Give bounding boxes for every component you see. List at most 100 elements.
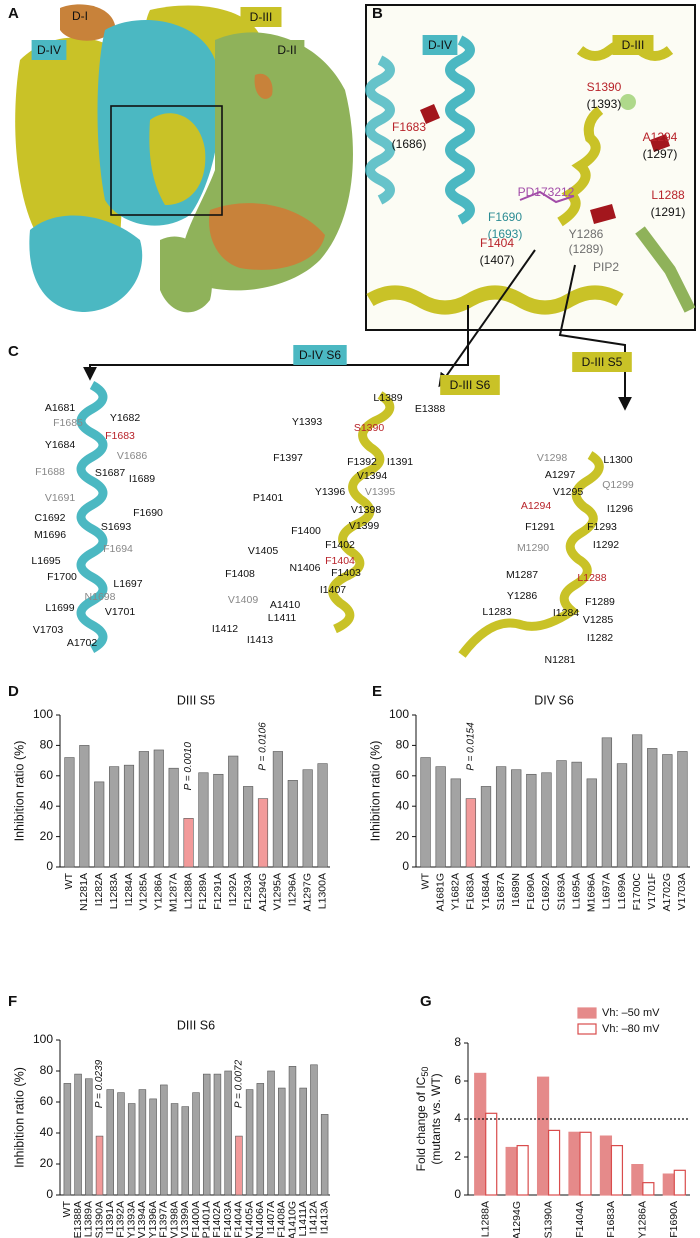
bar (601, 737, 613, 868)
y-axis-label: (mutants vs. WT) (429, 1073, 443, 1164)
x-tick-label: A1294G (511, 1201, 523, 1238)
y-tick-label: 6 (454, 1073, 461, 1087)
bar (224, 1070, 232, 1196)
x-tick-label: Y1286A (637, 1201, 649, 1238)
bar (673, 1169, 686, 1196)
residue-label: (1686) (392, 137, 427, 151)
x-tick-label: Y1286A (153, 873, 165, 910)
chart-title: DIV S6 (534, 693, 574, 707)
helix-title: D-IV S6 (299, 348, 341, 362)
residue-label: (1693) (488, 227, 523, 241)
x-tick-label: C1692A (540, 873, 552, 911)
x-tick-label: F1690A (668, 1201, 680, 1238)
y-tick-label: 20 (40, 1156, 54, 1170)
x-tick-label: A1702G (661, 873, 673, 912)
bar (235, 1135, 243, 1196)
residue-label: A1297 (545, 469, 576, 481)
bar (213, 773, 224, 868)
x-tick-label: F1289A (197, 873, 209, 910)
bar (547, 1129, 561, 1196)
bar (106, 1089, 114, 1196)
domain-label: D-I (72, 9, 88, 23)
residue-label: V1686 (117, 450, 148, 462)
panel-letter: D (8, 683, 19, 700)
domain-label-box (612, 35, 654, 55)
bar (123, 764, 135, 868)
x-tick-label: S1390A (93, 1201, 105, 1238)
x-tick-label: S1687A (495, 873, 507, 910)
bar (480, 786, 492, 868)
y-tick-label: 80 (40, 1063, 54, 1077)
residue-label: F1293 (587, 521, 617, 533)
bar (243, 786, 254, 868)
residue-label: PIP2 (593, 260, 619, 274)
residue-label: V1395 (365, 486, 396, 498)
x-tick-label: F1397A (158, 1201, 170, 1238)
bar (202, 1073, 211, 1196)
bar (64, 757, 75, 868)
x-tick-label: L1288A (182, 873, 194, 909)
y-tick-label: 8 (454, 1035, 461, 1049)
bar (117, 1092, 125, 1196)
residue-label: L1695 (31, 555, 60, 567)
residue-label: F1400 (291, 525, 321, 537)
residue-label: I1689 (129, 473, 155, 485)
x-tick-label: F1402A (211, 1201, 223, 1238)
p-value: P = 0.0239 (94, 1059, 105, 1108)
x-tick-label: V1399A (179, 1201, 191, 1238)
bar (198, 772, 209, 868)
residue-label: V1285 (583, 614, 614, 626)
domain-label-box (31, 40, 67, 60)
legend-label: Vh: –50 mV (602, 1007, 660, 1019)
x-tick-label: I1689N (510, 873, 522, 907)
y-tick-label: 0 (46, 859, 53, 873)
bar (192, 1092, 200, 1196)
bar (642, 1182, 655, 1196)
residue-label: L1699 (45, 602, 74, 614)
x-tick-label: F1683A (465, 873, 477, 910)
bar (79, 745, 90, 868)
y-tick-label: 2 (454, 1149, 461, 1163)
bar (474, 1072, 487, 1196)
legend-swatch (577, 1023, 597, 1035)
x-tick-label: F1293A (242, 873, 254, 910)
bar (516, 1144, 529, 1196)
residue-label: L1411 (268, 612, 297, 624)
residue-label: F1688 (35, 466, 65, 478)
bar (568, 1131, 581, 1196)
x-tick-label: V1398A (168, 1201, 180, 1238)
y-tick-label: 100 (33, 707, 53, 721)
y-tick-label: 0 (46, 1187, 53, 1201)
x-tick-label: F1700C (631, 873, 643, 911)
y-tick-label: 80 (396, 738, 410, 752)
bar (586, 778, 597, 868)
panel-letter: E (372, 683, 382, 700)
residue-label: I1407 (320, 584, 346, 596)
domain-label-box (240, 7, 282, 27)
residue-label: I1391 (387, 456, 413, 468)
bar (288, 1066, 297, 1196)
residue-label: F1683 (392, 120, 426, 134)
residue-label: Y1684 (45, 439, 76, 451)
bar (228, 755, 239, 868)
x-tick-label: WT (63, 872, 75, 889)
panel-letter: G (420, 993, 432, 1010)
x-tick-label: F1683A (605, 1201, 617, 1238)
residue-label: (1289) (569, 242, 604, 256)
residue-label: I1413 (247, 634, 273, 646)
x-tick-label: Y1684A (480, 873, 492, 910)
domain-label: D-III (622, 38, 645, 52)
panel-letter: F (8, 993, 17, 1010)
residue-label: L1697 (113, 578, 142, 590)
residue-label: F1397 (273, 452, 303, 464)
residue-label: F1690 (133, 507, 163, 519)
bar (450, 778, 461, 868)
residue-label: L1288 (651, 188, 685, 202)
panel-letter: A (8, 5, 19, 22)
bar (465, 798, 477, 868)
domain-label: D-II (277, 43, 296, 57)
x-tick-label: V1405A (243, 1201, 255, 1238)
residue-label: F1392 (347, 456, 377, 468)
bar (317, 763, 328, 868)
